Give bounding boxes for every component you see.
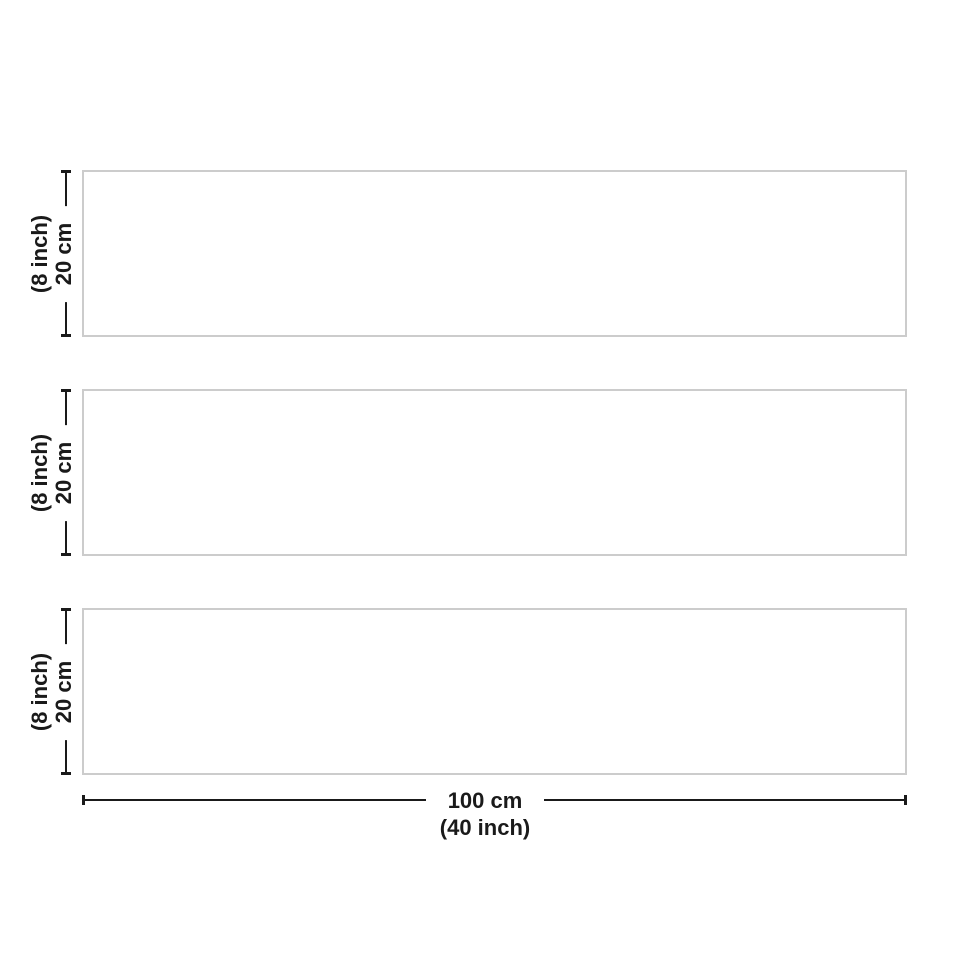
height-inch-label: (8 inch) [26,214,52,293]
canvas-panel-3 [82,608,907,775]
height-dimension-panel-1: (8 inch) 20 cm [0,170,120,337]
width-dimension: 100 cm (40 inch) [0,787,970,854]
height-cm-label: 20 cm [50,660,76,723]
dimension-tick [61,772,71,775]
dimension-tick [904,795,907,805]
height-dimension-panel-2: (8 inch) 20 cm [0,389,120,556]
height-cm-label: 20 cm [50,441,76,504]
width-dimension-label: 100 cm (40 inch) [425,787,545,841]
height-dimension-label: (8 inch) 20 cm [24,205,79,302]
height-dimension-panel-3: (8 inch) 20 cm [0,608,120,775]
height-inch-label: (8 inch) [26,652,52,731]
width-cm-label: 100 cm [447,788,523,813]
dimension-tick [61,553,71,556]
height-inch-label: (8 inch) [26,433,52,512]
dimension-tick [61,334,71,337]
canvas-panel-2 [82,389,907,556]
height-dimension-label: (8 inch) 20 cm [24,643,79,740]
width-inch-label: (40 inch) [439,815,531,840]
height-dimension-label: (8 inch) 20 cm [24,424,79,521]
height-cm-label: 20 cm [50,222,76,285]
canvas-panel-1 [82,170,907,337]
